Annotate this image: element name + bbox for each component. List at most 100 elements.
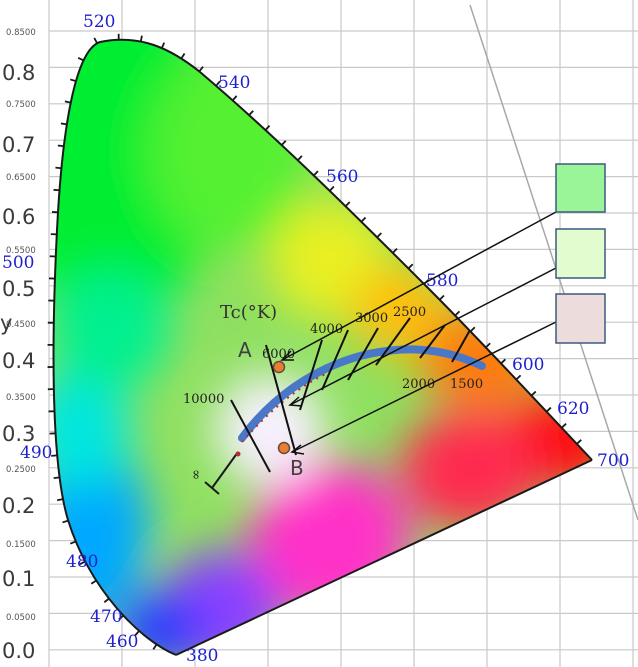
- infinity-cap: [204, 481, 220, 495]
- locus-tick: [231, 95, 238, 101]
- locus-tick: [64, 100, 71, 104]
- isotherm-lines: [230, 317, 471, 473]
- locus-tick: [439, 294, 445, 301]
- wavelength-label: 460: [106, 632, 138, 652]
- y-tick-label: 0.5500: [6, 246, 36, 256]
- y-tick-label: 0.3500: [6, 393, 36, 403]
- wavelength-label: 520: [83, 12, 115, 32]
- y-tick-label: 0.1500: [6, 540, 36, 550]
- locus-tick: [344, 201, 351, 207]
- y-tick-label-large: 0.1: [2, 567, 35, 591]
- y-axis-big-ticks: 0.8 0.7 0.6 0.5 0.4 0.3 0.2 0.1 0.0 y: [0, 61, 35, 663]
- locus-tick: [329, 185, 335, 192]
- diagonal-reference-line: [469, 4, 638, 521]
- point-a-label: A: [238, 338, 252, 362]
- wavelength-label: 700: [597, 451, 629, 471]
- locus-tick: [139, 35, 143, 42]
- locus-tick: [152, 643, 158, 650]
- y-tick-label-large: 0.6: [2, 205, 35, 229]
- swatch-arrows: [280, 211, 557, 455]
- wavelength-label: 540: [218, 73, 250, 93]
- cct-label: 1500: [450, 377, 483, 392]
- locus-tick: [576, 439, 582, 445]
- locus-tick: [313, 170, 319, 177]
- locus-tick: [485, 342, 491, 349]
- wavelength-labels: 520 540 560 580 600 620 700 500 490 480 …: [2, 12, 629, 666]
- y-tick-label: 0.0500: [6, 613, 36, 623]
- locus-tick: [281, 140, 287, 146]
- locus-tick: [103, 597, 110, 603]
- y-tick-label: 0.8500: [6, 28, 36, 38]
- y-tick-label-large: 0.7: [2, 133, 35, 157]
- locus-tick: [53, 476, 60, 479]
- locus-tick: [55, 166, 62, 170]
- y-tick-label: 0.2500: [6, 465, 36, 475]
- locus-tick: [51, 454, 58, 457]
- locus-tick: [515, 374, 522, 381]
- wavelength-label: 580: [426, 271, 458, 291]
- y-axis-title: y: [0, 311, 12, 335]
- locus-tick: [248, 110, 254, 116]
- point-b-marker: [277, 441, 291, 455]
- color-swatch-1: [555, 163, 606, 213]
- locus-tick: [79, 560, 86, 565]
- locus-tick: [77, 56, 84, 62]
- locus-tick: [530, 390, 537, 397]
- y-tick-label-large: 0.2: [2, 494, 35, 518]
- color-swatch-3: [555, 293, 606, 344]
- locus-tick: [561, 423, 567, 429]
- color-swatch-2: [555, 228, 606, 279]
- locus-tick: [90, 579, 97, 585]
- locus-tick: [454, 310, 461, 317]
- point-a-marker: [272, 360, 286, 374]
- y-tick-label: 0.7500: [6, 100, 36, 110]
- wavelength-label: 620: [557, 399, 589, 419]
- wavelength-label: 560: [326, 167, 358, 187]
- wavelength-label: 500: [2, 253, 34, 273]
- cct-labels: Tc(°K) 6000 4000 3000 2500 2000 1500 100…: [183, 302, 483, 480]
- y-tick-label-large: 0.5: [2, 277, 35, 301]
- y-tick-label-large: 0.4: [2, 349, 35, 373]
- cct-label: 2500: [393, 305, 426, 320]
- cct-label: 4000: [310, 322, 343, 337]
- line-of-purples: [175, 459, 593, 656]
- wavelength-label: 480: [66, 552, 98, 572]
- cct-label: ∞: [189, 469, 204, 480]
- y-tick-label: 0.6500: [6, 173, 36, 183]
- locus-tick: [161, 42, 166, 49]
- y-axis-small-ticks: 0.8500 0.7500 0.6500 0.5500 0.4500 0.350…: [6, 28, 36, 623]
- cct-label: 3000: [355, 311, 388, 326]
- infinity-point: [235, 451, 241, 457]
- locus-tick: [69, 78, 77, 82]
- locus-tick: [180, 52, 186, 59]
- spectral-locus-outline: [52, 38, 593, 656]
- planckian-locus: [238, 345, 486, 442]
- locus-tick: [500, 358, 507, 365]
- locus-tick: [407, 263, 414, 270]
- wavelength-label: 490: [20, 443, 52, 463]
- wavelength-label: 600: [512, 355, 544, 375]
- wavelength-tick-marks: [47, 33, 582, 650]
- y-tick-label-large: 0.0: [2, 639, 35, 663]
- y-tick-label: 0.4500: [6, 320, 36, 330]
- locus-tick: [198, 66, 204, 72]
- cct-label: 2000: [402, 377, 435, 392]
- locus-tick: [69, 540, 77, 545]
- locus-tick: [360, 216, 367, 223]
- locus-tick: [57, 144, 64, 148]
- locus-tick: [376, 232, 382, 238]
- locus-tick: [297, 155, 303, 161]
- infinity-segment: [211, 451, 239, 489]
- locus-tick: [545, 406, 552, 413]
- locus-tick: [264, 125, 271, 131]
- locus-tick: [56, 498, 64, 502]
- wavelength-label: 380: [186, 646, 218, 666]
- locus-tick: [62, 519, 69, 524]
- cct-label: 10000: [183, 392, 224, 407]
- locus-tick: [469, 326, 476, 333]
- locus-tick: [215, 80, 221, 87]
- point-b-label: B: [290, 456, 304, 480]
- locus-tick: [118, 614, 124, 621]
- cct-label: 6000: [262, 347, 295, 362]
